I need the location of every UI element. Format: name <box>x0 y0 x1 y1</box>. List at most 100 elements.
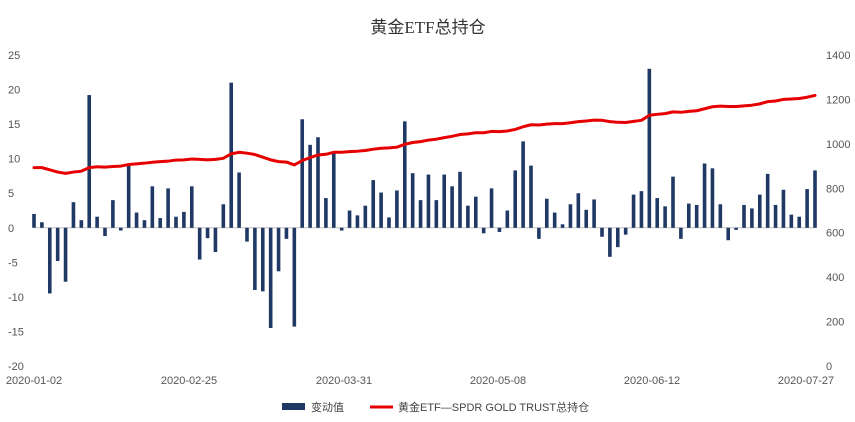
bar <box>205 227 210 239</box>
bar <box>608 227 612 257</box>
y-left-tick-label: -15 <box>8 326 24 338</box>
x-tick-label: 2020-06-12 <box>624 375 680 387</box>
y-left-tick-label: 15 <box>8 119 20 131</box>
bar <box>805 189 809 228</box>
bar <box>639 191 644 228</box>
bar <box>458 171 462 228</box>
y-right-tick-label: 1000 <box>826 139 850 151</box>
bar <box>87 95 92 228</box>
bar <box>473 196 478 228</box>
bar <box>95 216 99 228</box>
bar <box>694 204 699 228</box>
bar <box>284 227 289 239</box>
bar <box>142 220 147 228</box>
y-left-tick-label: -5 <box>8 257 18 269</box>
bar <box>442 174 447 228</box>
bar <box>773 204 778 228</box>
bar <box>481 227 486 234</box>
y-right-tick-label: 1400 <box>826 50 850 62</box>
bar <box>576 193 581 228</box>
bar <box>655 198 660 228</box>
y-left-tick-label: 10 <box>8 154 20 166</box>
holdings-line <box>32 93 817 175</box>
bar <box>213 227 218 252</box>
bar <box>742 204 746 228</box>
bar <box>292 227 297 327</box>
bar-series <box>32 68 817 328</box>
bar <box>40 222 44 228</box>
y-left-tick-label: 0 <box>8 223 14 235</box>
bar <box>174 216 178 228</box>
bar <box>450 186 454 228</box>
bar <box>402 121 407 228</box>
chart-title: 黄金ETF总持仓 <box>370 18 485 37</box>
bar <box>308 144 312 228</box>
bar <box>237 172 241 228</box>
bar <box>395 190 399 228</box>
bar <box>623 227 628 235</box>
bar <box>781 189 786 228</box>
bar <box>355 215 360 228</box>
bar <box>750 208 754 228</box>
bar <box>339 227 344 231</box>
bar <box>789 214 794 228</box>
bar <box>166 188 170 228</box>
y-left-tick-label: 20 <box>8 85 20 97</box>
legend-bar-swatch <box>282 403 305 410</box>
bar <box>221 204 226 228</box>
bar <box>679 227 683 239</box>
bar <box>434 200 439 228</box>
bar <box>111 200 115 228</box>
bar <box>331 151 336 228</box>
bar <box>47 227 52 294</box>
bar <box>734 227 738 230</box>
bar <box>757 194 762 228</box>
legend-bar-label: 变动值 <box>311 400 344 414</box>
y-right-tick-label: 800 <box>826 183 844 195</box>
bar <box>347 210 352 228</box>
bar <box>426 174 431 228</box>
bar <box>316 137 320 228</box>
bar <box>126 164 131 228</box>
bar <box>118 227 123 231</box>
bar <box>544 198 549 228</box>
bar <box>410 173 415 228</box>
bar <box>552 212 557 228</box>
bar <box>260 227 265 292</box>
bar <box>489 188 494 228</box>
bar <box>71 202 76 228</box>
x-tick-label: 2020-07-27 <box>778 375 834 387</box>
bar <box>55 227 60 261</box>
x-tick-label: 2020-02-25 <box>161 375 217 387</box>
y-right-tick-label: 0 <box>826 361 832 373</box>
bar <box>718 204 723 228</box>
bar <box>797 216 802 228</box>
axes: -20 -15 -10 -5 0 5 10 15 20 25 0 200 400 600 800 1000 12… <box>6 50 851 387</box>
bar <box>560 224 565 228</box>
y-left-tick-label: -10 <box>8 292 24 304</box>
bar <box>418 200 423 228</box>
y-left-tick-label: 25 <box>8 50 20 62</box>
bar <box>671 176 675 228</box>
y-right-tick-label: 1200 <box>826 94 850 106</box>
y-right-tick-label: 200 <box>826 317 844 329</box>
bar <box>182 211 186 228</box>
bar <box>63 227 68 282</box>
bar <box>387 217 391 228</box>
bar <box>253 227 257 290</box>
bar <box>505 210 510 228</box>
bar <box>197 227 202 260</box>
bar <box>379 192 383 228</box>
bar <box>276 227 281 272</box>
bar <box>663 206 667 228</box>
bar <box>765 173 770 228</box>
y-right-tick-label: 400 <box>826 272 844 284</box>
bar <box>150 186 155 228</box>
bar <box>537 227 541 239</box>
y-left-tick-label: 5 <box>8 188 14 200</box>
bar <box>324 198 328 228</box>
y-left-tick-label: -20 <box>8 361 24 373</box>
bar <box>497 227 502 232</box>
bar <box>529 165 533 228</box>
bar <box>615 227 620 248</box>
